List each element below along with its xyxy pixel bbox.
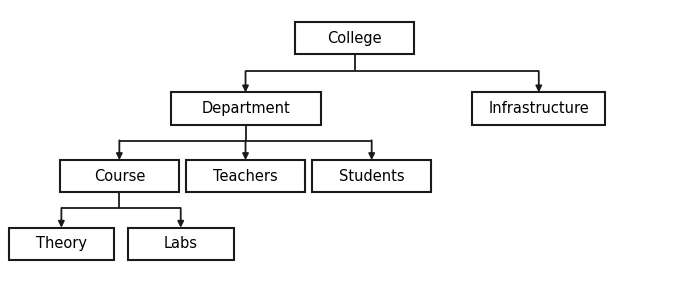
FancyBboxPatch shape [295,22,414,54]
Text: Infrastructure: Infrastructure [488,101,589,116]
FancyBboxPatch shape [170,92,321,125]
Text: Labs: Labs [164,236,198,252]
Text: Students: Students [339,169,404,184]
Text: Theory: Theory [36,236,87,252]
FancyBboxPatch shape [60,160,179,192]
FancyBboxPatch shape [8,228,114,260]
Text: Course: Course [93,169,145,184]
Text: College: College [327,30,382,46]
FancyBboxPatch shape [472,92,606,125]
Text: Teachers: Teachers [213,169,278,184]
Text: Department: Department [201,101,290,116]
FancyBboxPatch shape [312,160,432,192]
FancyBboxPatch shape [128,228,233,260]
FancyBboxPatch shape [186,160,306,192]
